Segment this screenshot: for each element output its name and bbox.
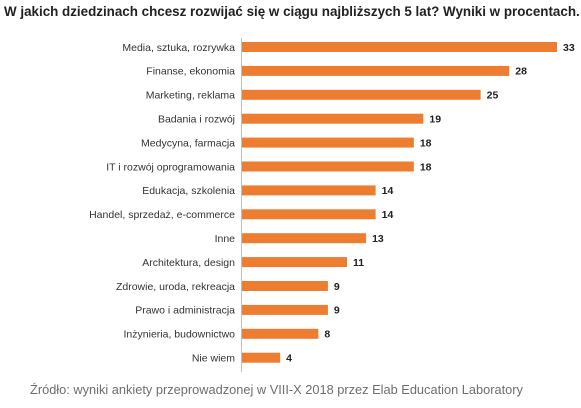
- bar: [242, 304, 328, 315]
- bar: [242, 352, 281, 363]
- bar: [242, 185, 376, 196]
- category-label: Inne: [215, 233, 236, 245]
- value-label: 14: [382, 209, 394, 221]
- bar: [242, 161, 414, 172]
- category-label: Zdrowie, uroda, rekreacja: [116, 281, 235, 293]
- category-label: Nie wiem: [192, 353, 235, 365]
- value-label: 28: [515, 66, 527, 78]
- bar: [242, 328, 319, 339]
- value-label: 18: [420, 137, 432, 149]
- bar: [242, 281, 328, 291]
- source-note: Źródło: wyniki ankiety przeprowadzonej w…: [30, 382, 523, 397]
- category-label: Finanse, ekonomia: [146, 66, 235, 78]
- bar: [242, 209, 376, 220]
- value-label: 9: [334, 281, 340, 293]
- category-label: Medycyna, farmacja: [141, 137, 235, 149]
- value-label: 19: [429, 114, 441, 126]
- value-label: 18: [420, 161, 432, 173]
- chart-title: W jakich dziedzinach chcesz rozwijać się…: [4, 4, 580, 19]
- category-label: Media, sztuka, rozrywka: [122, 42, 235, 54]
- value-label: 9: [334, 305, 340, 317]
- category-label: Badania i rozwój: [158, 114, 235, 126]
- category-label: Prawo i administracja: [135, 305, 235, 317]
- value-label: 13: [372, 233, 384, 245]
- bar: [242, 233, 367, 244]
- category-label: Marketing, reklama: [146, 90, 235, 102]
- category-label: IT i rozwój oprogramowania: [106, 161, 235, 173]
- bar: [242, 42, 557, 52]
- category-label: Inżynieria, budownictwo: [124, 329, 236, 341]
- value-label: 25: [487, 90, 499, 102]
- bar: [242, 137, 414, 148]
- value-label: 11: [353, 257, 364, 269]
- bar: [242, 65, 510, 76]
- value-label: 14: [382, 185, 394, 197]
- category-label: Handel, sprzedaż, e-commerce: [89, 209, 235, 221]
- bar: [242, 257, 347, 268]
- category-label: Architektura, design: [142, 257, 235, 269]
- category-label: Edukacja, szkolenia: [142, 185, 235, 197]
- bar: [242, 89, 481, 100]
- value-label: 33: [563, 42, 575, 54]
- bars-group: Media, sztuka, rozrywka 33 Finanse, ekonom…: [89, 42, 575, 365]
- value-label: 4: [286, 353, 292, 365]
- bar: [242, 113, 424, 124]
- value-label: 8: [324, 329, 330, 341]
